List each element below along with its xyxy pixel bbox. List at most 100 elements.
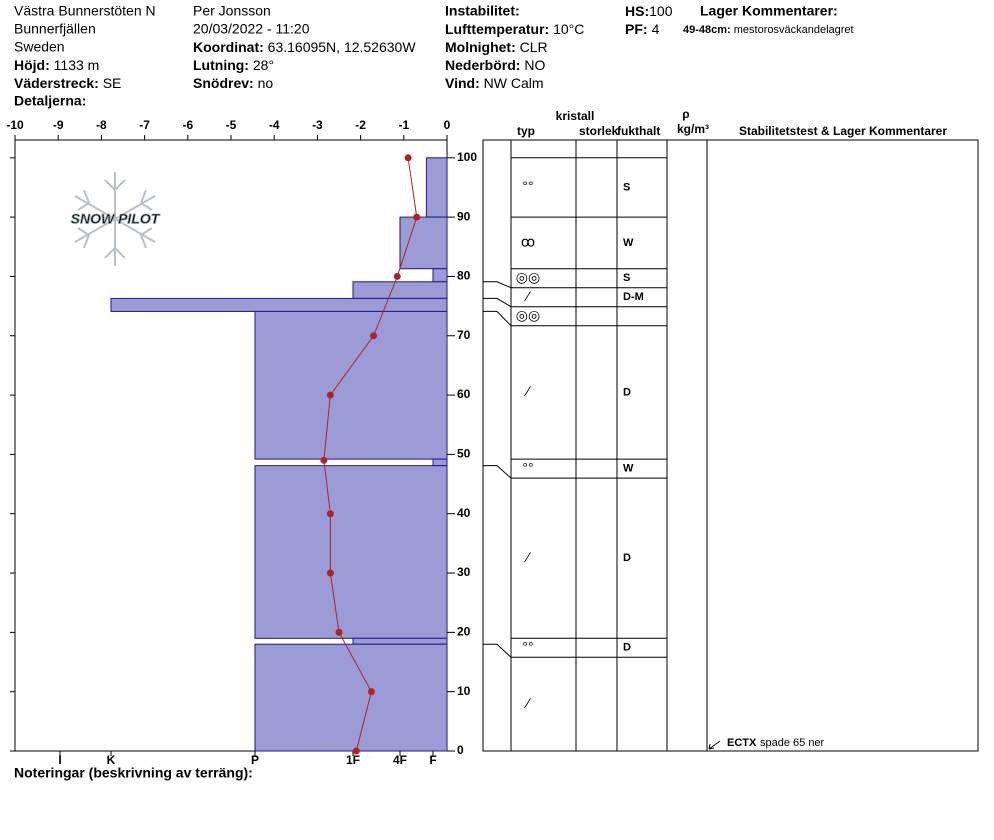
label: Molnighet: [445,39,516,55]
col-density: kg/m³ [677,122,709,136]
label: Snödrev: [193,75,254,91]
temperature-point [320,456,328,464]
value: 100 [649,3,673,19]
row-connector [483,465,512,479]
x-tick-label: -10 [6,118,24,132]
col-comments: Stabilitetstest & Lager Kommentarer [739,124,947,138]
value: no [258,75,274,91]
hardness-bar [399,216,448,270]
grain-symbol: ◎◎ [516,307,540,323]
hardness-tick-label: 4F [393,753,407,767]
temperature-point [393,272,401,280]
y-tick-label: 0 [457,743,464,757]
value: 4 [652,21,660,37]
y-tick-label: 70 [457,328,471,342]
row-connector [483,281,512,289]
label: HS: [625,3,649,19]
x-tick-label: -4 [269,118,280,132]
test-arrow [708,740,721,750]
y-tick-label: 40 [457,506,471,520]
value: 1133 m [54,57,100,73]
y-tick-label: 100 [457,150,477,164]
moisture: D [623,386,631,398]
y-tick-label: 60 [457,387,471,401]
logo [74,172,156,266]
label: Höjd: [14,57,50,73]
value: NO [524,57,545,73]
hs: HS:100 [625,3,673,19]
drift: Snödrev: no [193,75,273,91]
value: SE [103,75,122,91]
x-tick-label: -3 [312,118,323,132]
instability: Instabilitet: [445,3,520,19]
temperature-point [367,688,375,696]
hardness-bar [254,310,448,460]
aspect: Väderstreck: SE [14,75,121,91]
grain-symbol: °° [522,638,533,654]
area: Bunnerfjällen [14,21,96,37]
coordinates: Koordinat: 63.16095N, 12.52630W [193,39,416,55]
table-columns [510,140,708,751]
slope: Lutning: 28° [193,57,274,73]
temperature-point [413,213,421,221]
temperature-point [404,154,412,162]
label: 49-48cm: [683,24,731,36]
hardness-tick-label: 1F [346,753,360,767]
air-temp: Lufttemperatur: 10°C [445,21,584,37]
hardness-bar [254,643,448,752]
y-tick-label: 10 [457,684,471,698]
moisture: D [623,642,631,654]
x-tick-label: 0 [444,118,451,132]
layer-comments-title: Lager Kommentarer: [700,3,838,19]
grain-symbol: ꝏ [521,234,535,250]
observer: Per Jonsson [193,3,271,19]
moisture: W [623,237,634,249]
site: Västra Bunnerstöten N [14,3,156,19]
pf: PF: 4 [625,21,660,37]
table-frame [482,139,979,752]
hardness-tick-label: I [58,753,61,767]
wind: Vind: NW Calm [445,75,544,91]
country: Sweden [14,39,65,55]
hardness-tick-label: F [429,753,436,767]
col-moisture: fukthalt [617,124,660,138]
grain-symbol: ∕ [524,695,532,711]
hardness-bar [254,465,448,639]
label: Koordinat: [193,39,264,55]
x-tick-label: -1 [398,118,409,132]
hardness-bar [352,281,448,299]
x-tick-label: -5 [226,118,237,132]
sky: Molnighet: CLR [445,39,548,55]
value: mestorosväckandelagret [734,24,854,36]
value: 28° [253,57,274,73]
col-rho: ρ [682,107,689,121]
elevation: Höjd: 1133 m [14,57,99,73]
test-detail: spade 65 ner [760,737,825,749]
temperature-point [326,391,334,399]
notes-label: Noteringar (beskrivning av terräng): [14,765,253,781]
grain-symbol: ∕ [524,383,532,399]
value: 63.16095N, 12.52630W [268,39,417,55]
x-tick-label: -6 [182,118,193,132]
temperature-point [352,747,360,755]
col-crystal: kristall [556,109,595,123]
hardness-tick-label: K [107,753,116,767]
grain-symbol: ∕ [524,549,532,565]
grain-symbol: ◎◎ [516,269,540,285]
hardness-bar [432,458,448,467]
details: Detaljerna: [14,93,86,109]
temperature-point [370,332,378,340]
x-tick-label: -2 [355,118,366,132]
temperature-point [326,510,334,518]
row-connector [483,643,512,658]
moisture: D [623,552,631,564]
value: 10°C [553,21,584,37]
hardness-bar [110,297,448,312]
y-tick-label: 80 [457,269,471,283]
moisture: S [623,181,630,193]
temperature-point [326,569,334,577]
grain-symbol: ∕ [524,288,532,304]
y-tick-label: 50 [457,447,471,461]
label: Väderstreck: [14,75,99,91]
